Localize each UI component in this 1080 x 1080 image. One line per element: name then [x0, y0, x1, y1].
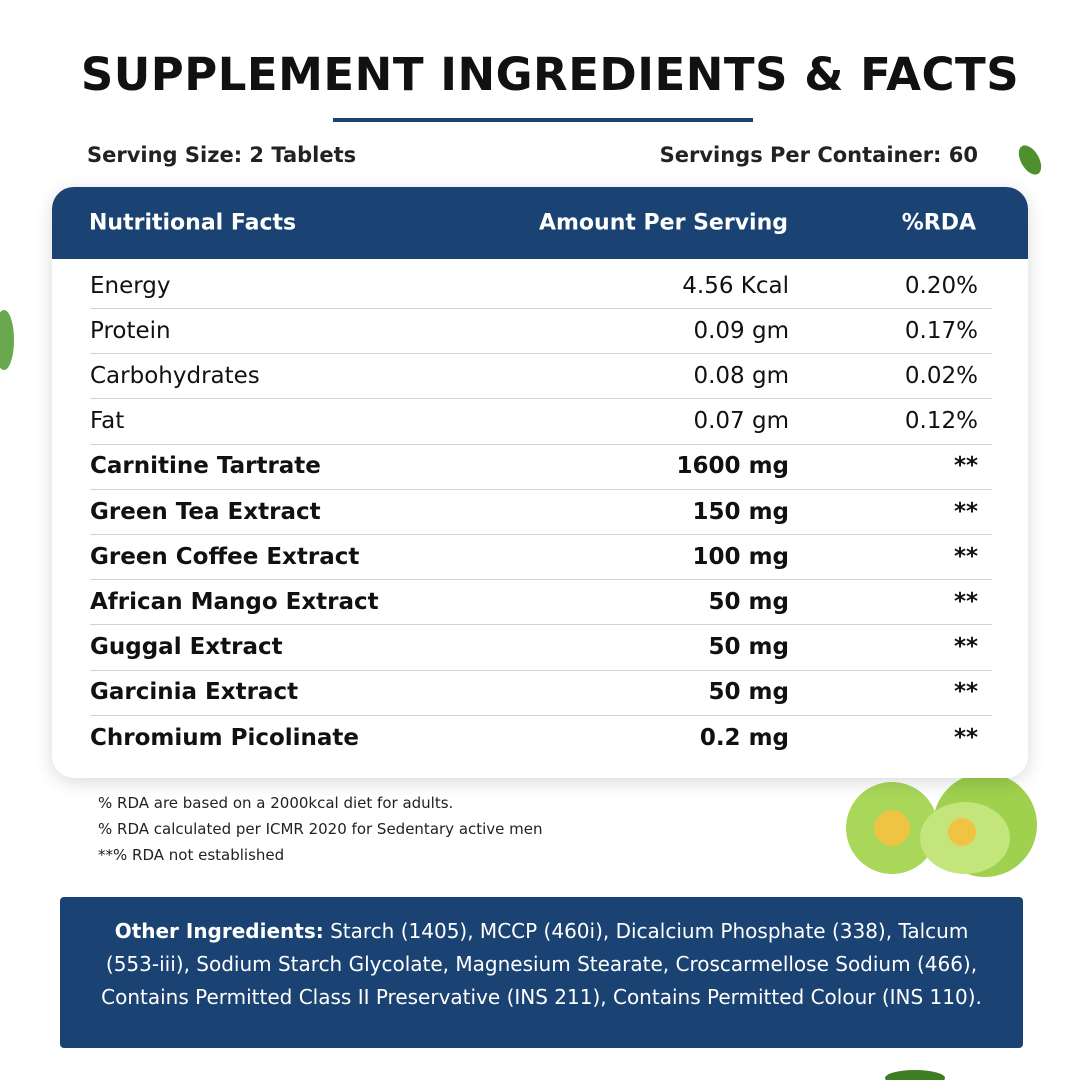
note: % RDA are based on a 2000kcal diet for a… [98, 794, 454, 812]
rda: ** [953, 724, 978, 751]
rda: ** [953, 543, 978, 570]
table-row: Protein 0.09 gm 0.17% [90, 308, 992, 355]
ingredient-name: Protein [90, 317, 171, 344]
rda: ** [953, 453, 978, 480]
header-cell: %RDA [901, 210, 976, 236]
note: **% RDA not established [98, 846, 285, 864]
table-header: Nutritional Facts Amount Per Serving %RD… [52, 187, 1028, 259]
rda: ** [953, 588, 978, 615]
rda: 0.02% [904, 362, 978, 389]
ingredient-name: Carbohydrates [90, 362, 260, 389]
header-cell: Amount Per Serving [538, 210, 788, 236]
table-row: Fat 0.07 gm 0.12% [90, 399, 992, 445]
amount: 100 mg [692, 543, 789, 570]
table-row: African Mango Extract 50 mg ** [90, 579, 992, 626]
table-row: Carnitine Tartrate 1600 mg ** [90, 444, 992, 490]
ingredient-name: Green Coffee Extract [90, 543, 360, 570]
amount: 0.09 gm [693, 317, 789, 344]
other-ingredients-label: Other Ingredients: [114, 919, 324, 943]
amount: 4.56 Kcal [682, 272, 789, 299]
ingredient-name: Guggal Extract [90, 634, 283, 661]
table-row: Green Coffee Extract 100 mg ** [90, 534, 992, 581]
other-ingredients: Other Ingredients: Starch (1405), MCCP (… [60, 897, 1023, 1048]
table-row: Garcinia Extract 50 mg ** [90, 670, 992, 716]
amount: 50 mg [708, 634, 789, 661]
table-row: Guggal Extract 50 mg ** [90, 625, 992, 671]
amount: 0.2 mg [699, 724, 789, 751]
amount: 50 mg [708, 588, 789, 615]
amount: 0.07 gm [693, 408, 789, 435]
rda: ** [953, 634, 978, 661]
amount: 0.08 gm [693, 362, 789, 389]
table-row: Green Tea Extract 150 mg ** [90, 489, 992, 535]
table-row: Energy 4.56 Kcal 0.20% [90, 263, 992, 309]
table-row: Carbohydrates 0.08 gm 0.02% [90, 353, 992, 400]
amount: 1600 mg [676, 453, 789, 480]
other-ingredients-text: Starch (1405), MCCP (460i), Dicalcium Ph… [101, 919, 982, 1009]
rda: 0.17% [904, 317, 978, 344]
ingredient-name: Fat [90, 408, 125, 435]
table-row: Chromium Picolinate 0.2 mg ** [90, 715, 992, 760]
ingredient-name: Garcinia Extract [90, 679, 299, 706]
title-underline [333, 118, 753, 122]
ingredient-name: Chromium Picolinate [90, 724, 360, 751]
facts-table: Nutritional Facts Amount Per Serving %RD… [52, 187, 1028, 778]
ingredient-name: Carnitine Tartrate [90, 453, 321, 480]
rda: 0.12% [904, 408, 978, 435]
amount: 50 mg [708, 679, 789, 706]
header-cell: Nutritional Facts [89, 210, 297, 236]
amount: 150 mg [692, 498, 789, 525]
serving-size: Serving Size: 2 Tablets [87, 143, 357, 167]
ingredient-name: Green Tea Extract [90, 498, 321, 525]
rda: ** [953, 679, 978, 706]
ingredient-name: Energy [90, 272, 171, 299]
rda: ** [953, 498, 978, 525]
title: SUPPLEMENT INGREDIENTS & FACTS [80, 48, 1020, 101]
note: % RDA calculated per ICMR 2020 for Seden… [98, 820, 543, 838]
servings-per-container: Servings Per Container: 60 [659, 143, 978, 167]
rda: 0.20% [904, 272, 978, 299]
ingredient-name: African Mango Extract [90, 588, 379, 615]
